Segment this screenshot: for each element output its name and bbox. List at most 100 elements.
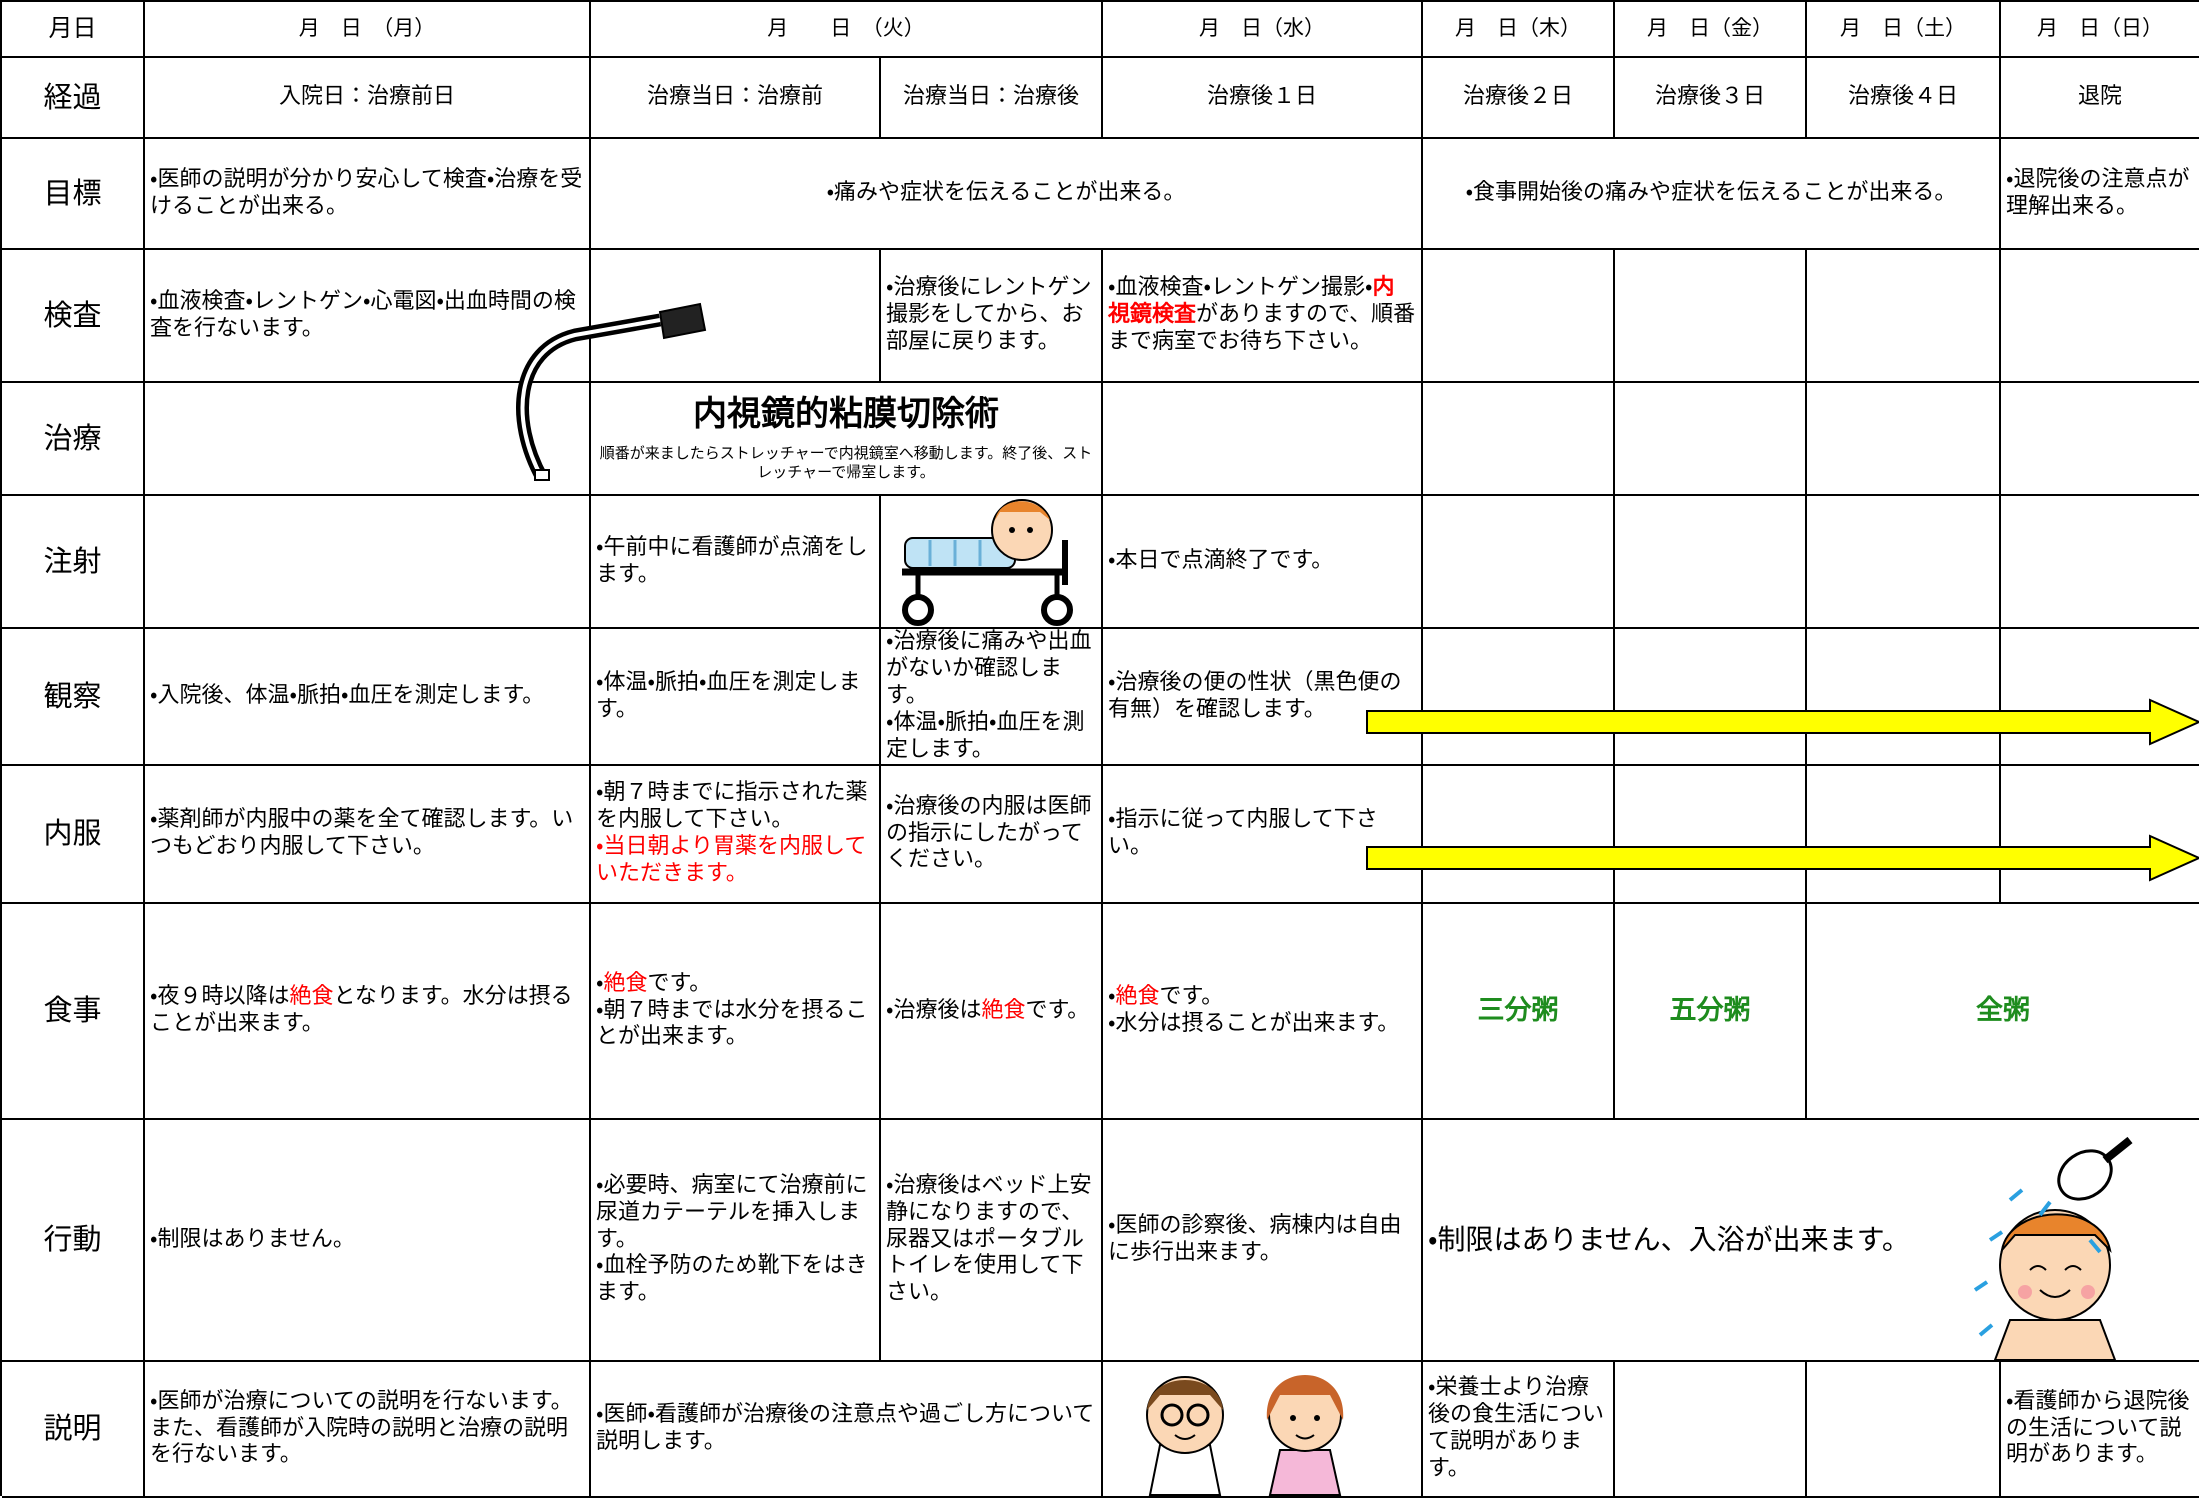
paragraph: ・治療後はベッド上安静になりますので、尿器又はポータブルトイレを使用して下さい。 bbox=[886, 1173, 1096, 1307]
content-cell bbox=[1423, 250, 1615, 383]
text-segment: 検査 bbox=[43, 297, 102, 332]
paragraph: ・血液検査・レントゲン・心電図・出血時間の検査を行ないます。 bbox=[150, 289, 584, 343]
text-segment: ・体温・脈拍・血圧を測定します。 bbox=[886, 709, 1085, 762]
paragraph: 治療後３日 bbox=[1655, 84, 1765, 111]
text-segment: 内視鏡検査 bbox=[1108, 275, 1395, 328]
paragraph: ・体温・脈拍・血圧を測定します。 bbox=[596, 670, 874, 724]
text-segment: ・栄養士より治療後の食生活について説明があります。 bbox=[1428, 1375, 1605, 1481]
paragraph: ・薬剤師が内服中の薬を全て確認します。いつもどおり内服して下さい。 bbox=[150, 807, 584, 861]
content-cell: ・治療後にレントゲン撮影をしてから、お部屋に戻ります。 bbox=[881, 250, 1103, 383]
paragraph: 治療後１日 bbox=[1207, 84, 1317, 111]
content-cell: ・痛みや症状を伝えることが出来る。 bbox=[591, 139, 1423, 250]
paragraph: 治療後４日 bbox=[1848, 84, 1958, 111]
text-segment: 絶食 bbox=[289, 984, 334, 1010]
text-segment: ・血液検査・レントゲン・心電図・出血時間の検査を行ないます。 bbox=[150, 288, 576, 341]
header-cell: 月 日（木） bbox=[1423, 2, 1615, 58]
content-cell bbox=[1807, 383, 2001, 496]
text-segment: ・水分は摂ることが出来ます。 bbox=[1108, 1011, 1400, 1036]
content-cell: 治療当日：治療後 bbox=[881, 58, 1103, 139]
content-cell: 治療後２日 bbox=[1423, 58, 1615, 139]
content-cell bbox=[1615, 496, 1807, 629]
row-label: 食事 bbox=[2, 904, 145, 1120]
text-segment: ・看護師から退院後の生活について説明があります。 bbox=[2006, 1388, 2190, 1468]
paragraph: ・本日で点滴終了です。 bbox=[1108, 548, 1416, 575]
paragraph: ・看護師から退院後の生活について説明があります。 bbox=[2006, 1389, 2194, 1469]
content-cell bbox=[1103, 1362, 1423, 1498]
content-cell: ・薬剤師が内服中の薬を全て確認します。いつもどおり内服して下さい。 bbox=[145, 766, 591, 904]
content-cell bbox=[1103, 383, 1423, 496]
text-segment: ・血液検査・レントゲン撮影・ bbox=[1108, 275, 1373, 301]
text-segment: 内視鏡的粘膜切除術 bbox=[693, 394, 999, 435]
text-segment: ・ bbox=[1108, 984, 1116, 1010]
text-segment: 注射 bbox=[43, 543, 102, 578]
paragraph: ・当日朝より胃薬を内服していただきます。 bbox=[596, 834, 874, 888]
text-segment: 説明 bbox=[43, 1411, 102, 1446]
text-segment: 観察 bbox=[43, 678, 102, 713]
content-cell: ・医師の診察後、病棟内は自由に歩行出来ます。 bbox=[1103, 1120, 1423, 1362]
text-segment: 入院日：治療前日 bbox=[278, 84, 455, 110]
text-segment: 月 日 （月） bbox=[298, 16, 436, 41]
text-segment: 退院 bbox=[2077, 84, 2122, 110]
content-cell: ・入院後、体温・脈拍・血圧を測定します。 bbox=[145, 629, 591, 766]
content-cell: ・医師・看護師が治療後の注意点や過ごし方について説明します。 bbox=[591, 1362, 1103, 1498]
content-cell: ・医師の説明が分かり安心して検査・治療を受けることが出来る。 bbox=[145, 139, 591, 250]
header-cell: 月 日（日） bbox=[2001, 2, 2199, 58]
content-cell: ・夜９時以降は絶食となります。水分は摂ることが出来ます。 bbox=[145, 904, 591, 1120]
row-label: 注射 bbox=[2, 496, 145, 629]
text-segment: ・痛みや症状を伝えることが出来る。 bbox=[826, 180, 1186, 206]
text-segment: 月 日（金） bbox=[1647, 16, 1773, 41]
text-segment: ・医師の説明が分かり安心して検査・治療を受けることが出来る。 bbox=[150, 166, 583, 219]
content-cell bbox=[1615, 250, 1807, 383]
paragraph: ・医師・看護師が治療後の注意点や過ごし方について説明します。 bbox=[596, 1402, 1096, 1456]
content-cell: 治療後４日 bbox=[1807, 58, 2001, 139]
content-cell: ・退院後の注意点が理解出来る。 bbox=[2001, 139, 2199, 250]
paragraph: ・治療後に痛みや出血がないか確認します。 bbox=[886, 629, 1096, 709]
content-cell bbox=[1615, 629, 1807, 766]
text-segment: ・食事開始後の痛みや症状を伝えることが出来る。 bbox=[1465, 180, 1957, 206]
row-label: 目標 bbox=[2, 139, 145, 250]
content-cell: ・治療後はベッド上安静になりますので、尿器又はポータブルトイレを使用して下さい。 bbox=[881, 1120, 1103, 1362]
content-cell: 治療後３日 bbox=[1615, 58, 1807, 139]
content-cell bbox=[1807, 629, 2001, 766]
text-segment: ・入院後、体温・脈拍・血圧を測定します。 bbox=[150, 683, 545, 709]
text-segment: 絶食 bbox=[603, 970, 648, 996]
content-cell: ・医師が治療についての説明を行ないます。また、看護師が入院時の説明と治療の説明を… bbox=[145, 1362, 591, 1498]
text-segment: ・午前中に看護師が点滴をします。 bbox=[596, 534, 868, 587]
paragraph: ・水分は摂ることが出来ます。 bbox=[1108, 1011, 1416, 1038]
content-cell: 入院日：治療前日 bbox=[145, 58, 591, 139]
text-segment: 月 日（水） bbox=[1199, 16, 1325, 41]
content-cell: 内視鏡的粘膜切除術 順番が来ましたらストレッチャーで内視鏡室へ移動します。終了後、… bbox=[591, 383, 1103, 496]
content-cell: ・血液検査・レントゲン・心電図・出血時間の検査を行ないます。 bbox=[145, 250, 591, 383]
content-cell: ・食事開始後の痛みや症状を伝えることが出来る。 bbox=[1423, 139, 2001, 250]
text-segment: ・治療後の便の性状（黒色便の有無）を確認します。 bbox=[1108, 669, 1402, 722]
paragraph: 三分粥 bbox=[1478, 995, 1559, 1028]
text-segment: ・薬剤師が内服中の薬を全て確認します。いつもどおり内服して下さい。 bbox=[150, 807, 574, 859]
text-segment: がありますので、順番まで病室でお待ち下さい。 bbox=[1108, 302, 1416, 354]
text-segment: ・医師・看護師が治療後の注意点や過ごし方について説明します。 bbox=[596, 1402, 1095, 1454]
text-segment: 行動 bbox=[43, 1222, 102, 1257]
text-segment: ・朝７時までは水分を摂ることが出来ます。 bbox=[596, 997, 868, 1050]
text-segment: ・治療後に痛みや出血がないか確認します。 bbox=[886, 629, 1092, 709]
content-cell bbox=[145, 496, 591, 629]
paragraph: 治療後２日 bbox=[1463, 84, 1573, 111]
text-segment: 治療後２日 bbox=[1462, 84, 1573, 110]
content-cell: ・制限はありません。 bbox=[145, 1120, 591, 1362]
content-cell: 退院 bbox=[2001, 58, 2199, 139]
paragraph: ・絶食です。 bbox=[1108, 984, 1416, 1011]
text-segment: です。 bbox=[647, 970, 712, 996]
paragraph: 全粥 bbox=[1976, 995, 2030, 1028]
text-segment: 絶食 bbox=[1115, 984, 1160, 1010]
content-cell bbox=[1615, 766, 1807, 904]
content-cell: ・絶食です。 ・朝７時までは水分を摂ることが出来ます。 bbox=[591, 904, 881, 1120]
paragraph: ・治療後は絶食です。 bbox=[886, 998, 1096, 1025]
row-label: 観察 bbox=[2, 629, 145, 766]
content-cell bbox=[1807, 1362, 2001, 1498]
content-cell: ・血液検査・レントゲン撮影・内視鏡検査がありますので、順番まで病室でお待ち下さい… bbox=[1103, 250, 1423, 383]
paragraph: 五分粥 bbox=[1670, 995, 1751, 1028]
row-label: 説明 bbox=[2, 1362, 145, 1498]
text-segment: 絶食 bbox=[981, 997, 1026, 1023]
text-segment: 目標 bbox=[43, 175, 102, 210]
paragraph: ・血栓予防のため靴下をはきます。 bbox=[596, 1253, 874, 1307]
text-segment: ・制限はありません、入浴が出来ます。 bbox=[1428, 1222, 1910, 1256]
paragraph: ・医師が治療についての説明を行ないます。また、看護師が入院時の説明と治療の説明を… bbox=[150, 1389, 584, 1469]
